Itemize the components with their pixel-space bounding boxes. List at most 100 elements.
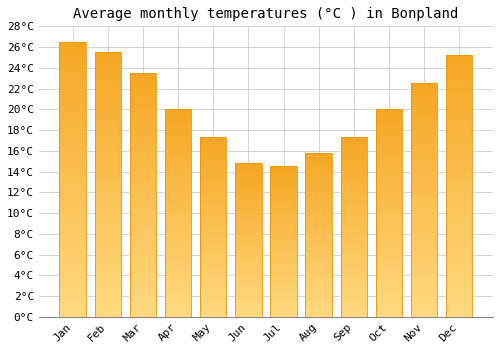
- Bar: [200, 223, 226, 225]
- Bar: [235, 238, 262, 240]
- Bar: [446, 223, 472, 225]
- Bar: [130, 222, 156, 224]
- Bar: [235, 314, 262, 315]
- Bar: [60, 80, 86, 83]
- Bar: [60, 248, 86, 251]
- Bar: [200, 286, 226, 288]
- Bar: [165, 201, 191, 203]
- Bar: [165, 300, 191, 302]
- Bar: [411, 223, 438, 226]
- Bar: [60, 215, 86, 218]
- Bar: [411, 202, 438, 205]
- Bar: [446, 142, 472, 144]
- Bar: [235, 176, 262, 177]
- Bar: [306, 174, 332, 176]
- Bar: [94, 274, 121, 277]
- Bar: [130, 163, 156, 166]
- Bar: [340, 308, 367, 310]
- Bar: [376, 118, 402, 120]
- Bar: [165, 294, 191, 296]
- Bar: [94, 103, 121, 105]
- Bar: [340, 175, 367, 177]
- Bar: [270, 257, 296, 258]
- Bar: [376, 236, 402, 238]
- Bar: [306, 182, 332, 184]
- Bar: [94, 140, 121, 142]
- Bar: [340, 148, 367, 150]
- Bar: [306, 168, 332, 169]
- Bar: [411, 216, 438, 219]
- Bar: [270, 194, 296, 195]
- Bar: [270, 243, 296, 245]
- Bar: [130, 134, 156, 136]
- Bar: [165, 161, 191, 163]
- Bar: [446, 275, 472, 278]
- Bar: [130, 80, 156, 83]
- Bar: [200, 186, 226, 188]
- Bar: [130, 161, 156, 163]
- Bar: [270, 166, 296, 168]
- Bar: [270, 225, 296, 226]
- Bar: [270, 205, 296, 207]
- Bar: [411, 230, 438, 233]
- Bar: [130, 314, 156, 317]
- Bar: [306, 259, 332, 261]
- Bar: [165, 304, 191, 307]
- Bar: [411, 277, 438, 279]
- Bar: [376, 254, 402, 257]
- Bar: [270, 219, 296, 220]
- Bar: [200, 153, 226, 155]
- Bar: [165, 136, 191, 138]
- Bar: [270, 258, 296, 260]
- Bar: [200, 263, 226, 265]
- Bar: [411, 88, 438, 90]
- Bar: [270, 297, 296, 299]
- Bar: [165, 159, 191, 161]
- Bar: [130, 241, 156, 244]
- Bar: [270, 249, 296, 251]
- Bar: [60, 105, 86, 108]
- Bar: [270, 264, 296, 266]
- Bar: [411, 221, 438, 223]
- Bar: [411, 291, 438, 293]
- Bar: [446, 144, 472, 147]
- Bar: [235, 177, 262, 178]
- Bar: [235, 248, 262, 249]
- Bar: [235, 196, 262, 197]
- Bar: [411, 284, 438, 286]
- Bar: [200, 252, 226, 254]
- Bar: [200, 177, 226, 178]
- Bar: [306, 197, 332, 199]
- Bar: [94, 206, 121, 208]
- Bar: [94, 235, 121, 237]
- Bar: [235, 281, 262, 283]
- Bar: [200, 234, 226, 236]
- Bar: [165, 308, 191, 310]
- Bar: [130, 117, 156, 119]
- Bar: [306, 287, 332, 289]
- Bar: [200, 306, 226, 308]
- Bar: [200, 197, 226, 198]
- Bar: [306, 309, 332, 310]
- Bar: [165, 238, 191, 240]
- Bar: [200, 250, 226, 252]
- Bar: [165, 142, 191, 145]
- Bar: [235, 203, 262, 205]
- Bar: [60, 124, 86, 127]
- Bar: [411, 282, 438, 284]
- Bar: [60, 185, 86, 188]
- Bar: [376, 308, 402, 310]
- Bar: [60, 135, 86, 138]
- Bar: [130, 226, 156, 229]
- Bar: [340, 281, 367, 283]
- Bar: [376, 157, 402, 159]
- Bar: [165, 284, 191, 286]
- Bar: [376, 203, 402, 205]
- Bar: [270, 168, 296, 169]
- Bar: [446, 257, 472, 259]
- Bar: [446, 191, 472, 194]
- Bar: [60, 311, 86, 314]
- Bar: [376, 225, 402, 228]
- Bar: [270, 190, 296, 192]
- Bar: [130, 261, 156, 263]
